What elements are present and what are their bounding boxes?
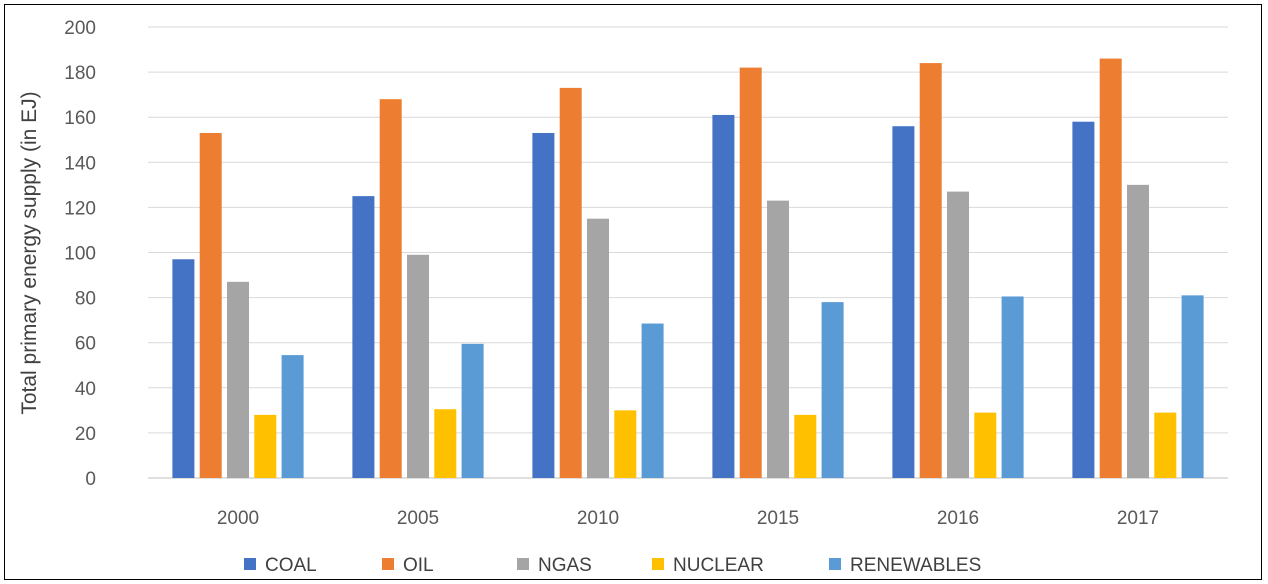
bar-ngas-2010	[587, 218, 609, 479]
y-tick-label: 60	[75, 334, 96, 355]
legend-swatch-renewables	[829, 558, 841, 570]
bar-coal-2005	[352, 196, 375, 478]
bars	[172, 58, 1204, 479]
x-tick-label: 2017	[1117, 508, 1159, 529]
bar-oil-2016	[919, 63, 942, 479]
bar-renewables-2005	[461, 343, 484, 478]
legend-label-renewables: RENEWABLES	[850, 555, 981, 576]
bar-oil-2000	[199, 132, 222, 479]
legend-label-ngas: NGAS	[538, 555, 592, 576]
bar-coal-2000	[172, 259, 195, 478]
bar-nuclear-2000	[254, 414, 277, 478]
bar-coal-2010	[532, 132, 555, 479]
y-tick-label: 0	[85, 469, 96, 490]
y-tick-label: 140	[64, 153, 96, 174]
y-tick-label: 160	[64, 108, 96, 129]
legend-swatch-ngas	[517, 558, 529, 570]
bar-renewables-2015	[821, 302, 844, 478]
bar-oil-2017	[1099, 58, 1122, 478]
legend-swatch-coal	[244, 558, 256, 570]
x-tick-label: 2015	[757, 508, 799, 529]
bar-oil-2005	[379, 99, 402, 478]
y-tick-label: 200	[64, 18, 96, 39]
legend: COAL OIL NGAS NUCLEAR RENEWABLES	[244, 555, 981, 576]
bar-coal-2017	[1072, 121, 1095, 479]
y-tick-label: 20	[75, 424, 96, 445]
bar-nuclear-2017	[1154, 412, 1177, 478]
y-tick-label: 40	[75, 379, 96, 400]
bar-nuclear-2005	[434, 409, 457, 478]
bar-ngas-2000	[227, 281, 249, 478]
legend-label-nuclear: NUCLEAR	[673, 555, 764, 576]
y-tick-label: 120	[64, 198, 96, 219]
y-axis-title: Total primary energy supply (in EJ)	[18, 91, 41, 414]
bar-nuclear-2016	[974, 412, 997, 478]
gridlines	[148, 26, 1228, 479]
x-axis-ticks: 2000 2005 2010 2015 2016 2017	[217, 508, 1159, 529]
y-axis-ticks: 0 20 40 60 80 100 120 140 160 180 200	[64, 18, 96, 490]
legend-label-coal: COAL	[265, 555, 317, 576]
bar-renewables-2016	[1001, 296, 1024, 478]
bar-ngas-2016	[947, 191, 969, 479]
bar-ngas-2017	[1127, 184, 1149, 478]
legend-label-oil: OIL	[403, 555, 434, 576]
bar-coal-2016	[892, 126, 915, 478]
bar-oil-2010	[559, 87, 582, 478]
bar-nuclear-2015	[794, 414, 817, 478]
legend-swatch-nuclear	[652, 558, 664, 570]
bar-renewables-2017	[1181, 295, 1204, 478]
bar-nuclear-2010	[614, 410, 637, 478]
x-tick-label: 2000	[217, 508, 259, 529]
bar-oil-2015	[739, 67, 762, 478]
bar-renewables-2000	[281, 355, 304, 478]
y-tick-label: 100	[64, 244, 96, 265]
x-tick-label: 2010	[577, 508, 619, 529]
bar-ngas-2005	[407, 254, 429, 478]
x-tick-label: 2016	[937, 508, 979, 529]
y-tick-label: 180	[64, 63, 96, 84]
bar-renewables-2010	[641, 323, 664, 478]
legend-swatch-oil	[382, 558, 394, 570]
y-tick-label: 80	[75, 289, 96, 310]
bar-coal-2015	[712, 114, 735, 478]
bar-ngas-2015	[767, 200, 789, 478]
x-tick-label: 2005	[397, 508, 439, 529]
